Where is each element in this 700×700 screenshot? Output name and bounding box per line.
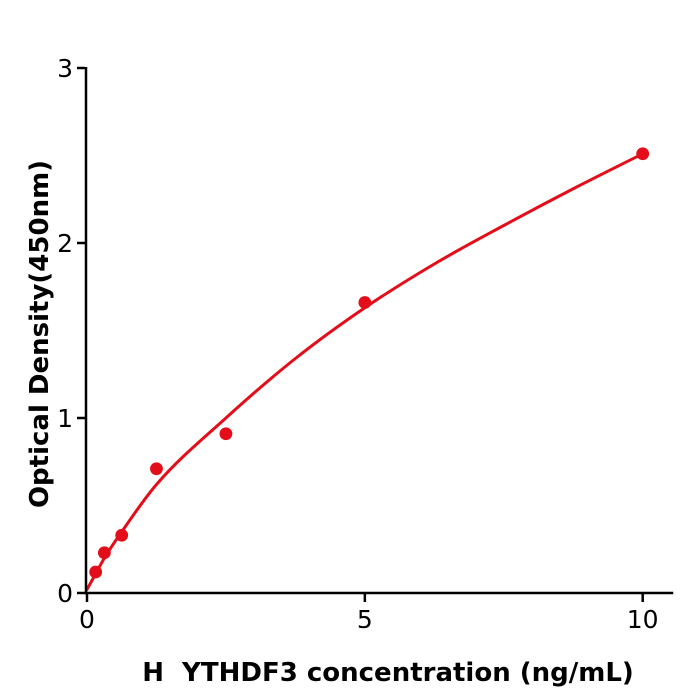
x-axis-title: H YTHDF3 concentration (ng/mL) bbox=[142, 658, 634, 688]
data-point bbox=[219, 427, 233, 441]
data-point bbox=[97, 546, 111, 560]
data-point bbox=[150, 462, 163, 476]
fit-curve-line bbox=[85, 152, 645, 591]
x-tick-label: 5 bbox=[357, 605, 373, 634]
y-tick-label: 0 bbox=[57, 579, 73, 608]
data-point bbox=[89, 565, 103, 579]
x-tick-label: 0 bbox=[79, 605, 95, 634]
y-tick-label: 3 bbox=[57, 54, 73, 83]
x-tick-label: 10 bbox=[627, 605, 659, 634]
plot-area: 0 5 10 0 1 2 3 bbox=[57, 54, 674, 634]
data-point bbox=[115, 528, 129, 542]
data-point bbox=[358, 296, 372, 309]
data-point bbox=[636, 147, 650, 161]
y-tick-label: 2 bbox=[57, 229, 73, 258]
y-axis-title: Optical Density(450nm) bbox=[25, 160, 55, 508]
y-tick-label: 1 bbox=[57, 404, 73, 433]
